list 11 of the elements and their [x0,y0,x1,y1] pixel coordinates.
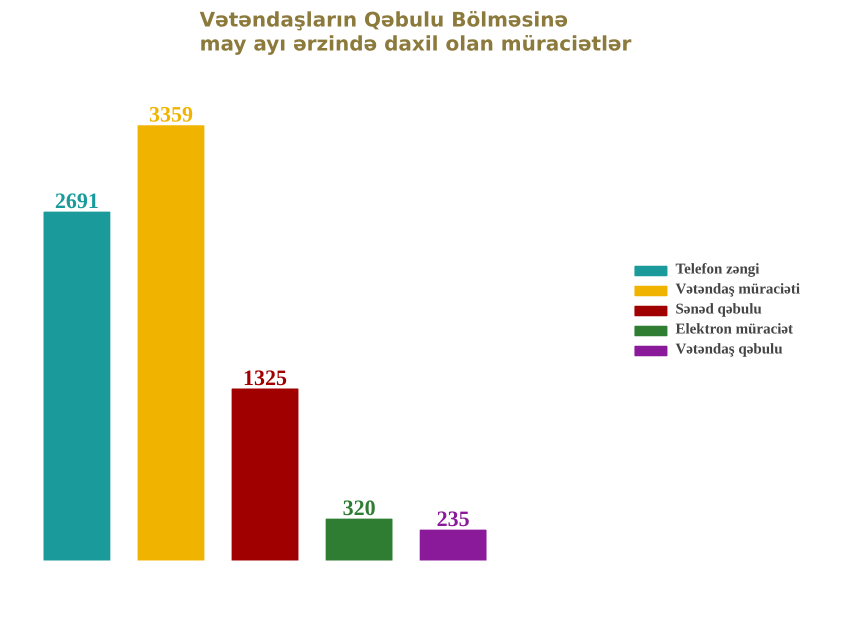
data-label: 2691 [54,188,99,214]
data-label: 1325 [243,364,288,390]
legend-label: Elektron müraciət [675,322,794,338]
data-label: 235 [436,506,470,532]
legend-label: Vətəndaş müraciəti [675,282,800,298]
data-label: 320 [342,495,376,520]
legend-label: Telefon zəngi [675,262,760,278]
chart-title: Vətəndaşların Qəbulu Bölməsinə may ayı ərzində daxil olan müraciətlər [200,8,632,56]
data-label: 3359 [148,102,193,127]
legend-label: Vətəndaş qəbulu [675,342,783,358]
legend-label: Sənəd qəbulu [675,302,762,318]
